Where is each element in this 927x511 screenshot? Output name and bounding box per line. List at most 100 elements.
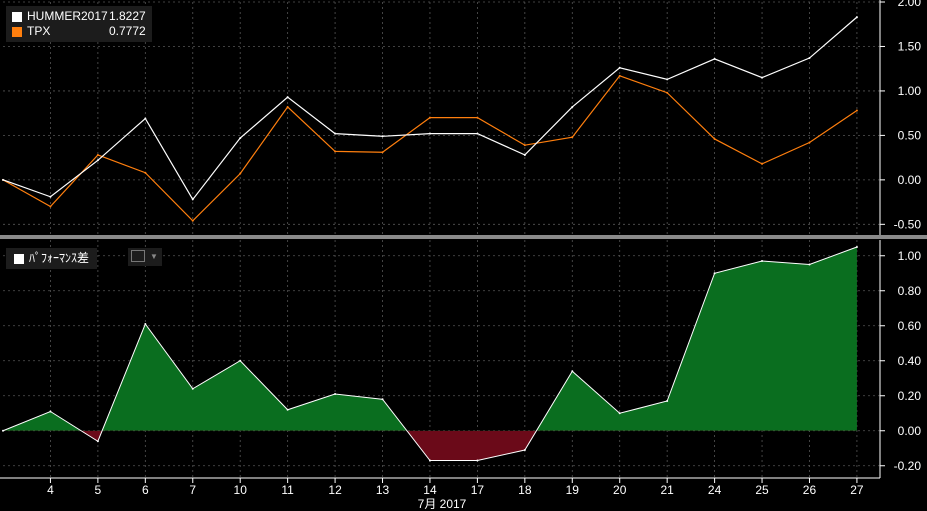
data-point-tpx xyxy=(144,171,147,174)
data-point-tpx xyxy=(761,162,764,165)
data-point-tpx xyxy=(855,109,858,112)
data-point-hummer2017 xyxy=(334,132,337,135)
legend-value-hummer2017: 1.8227 xyxy=(109,9,146,23)
data-point-tpx xyxy=(713,137,716,140)
x-tick-label: 17 xyxy=(471,483,485,497)
x-tick-label: 27 xyxy=(850,483,864,497)
legend-item-hummer2017[interactable]: HUMMER2017 1.8227 xyxy=(12,9,146,24)
y-tick-label-bottom: 0.40 xyxy=(898,354,922,368)
y-tick-label-top: 0.50 xyxy=(898,128,922,142)
x-tick-label: 21 xyxy=(660,483,674,497)
data-point-hummer2017 xyxy=(191,198,194,201)
data-point-hummer2017 xyxy=(523,153,526,156)
data-point-hummer2017 xyxy=(286,96,289,99)
top-legend: HUMMER2017 1.8227 TPX 0.7772 xyxy=(6,6,152,42)
y-tick-label-bottom: 0.60 xyxy=(898,319,922,333)
y-tick-label-bottom: -0.20 xyxy=(894,459,922,473)
data-point-performance-diff xyxy=(191,387,194,390)
panel-separator xyxy=(0,235,927,239)
data-point-hummer2017 xyxy=(761,76,764,79)
data-point-tpx xyxy=(428,116,431,119)
data-point-tpx xyxy=(49,205,52,208)
data-point-tpx xyxy=(239,172,242,175)
data-point-tpx xyxy=(381,151,384,154)
data-point-performance-diff xyxy=(381,398,384,401)
x-tick-label: 19 xyxy=(566,483,580,497)
data-point-hummer2017 xyxy=(144,117,147,120)
data-point-performance-diff xyxy=(523,449,526,451)
legend-swatch-hummer2017 xyxy=(12,11,22,22)
x-tick-label: 18 xyxy=(518,483,532,497)
legend-value-tpx: 0.7772 xyxy=(109,24,146,38)
x-tick-label: 4 xyxy=(47,483,54,497)
data-point-performance-diff xyxy=(476,459,479,462)
data-point-performance-diff xyxy=(808,263,811,266)
data-point-hummer2017 xyxy=(808,57,811,60)
legend-label-hummer2017: HUMMER2017 xyxy=(27,9,108,23)
data-point-hummer2017 xyxy=(49,195,52,198)
bottom-legend: ﾊﾟﾌｫｰﾏﾝｽ差 xyxy=(6,248,98,269)
x-tick-label: 10 xyxy=(234,483,248,497)
data-point-tpx xyxy=(523,144,526,147)
y-tick-label-bottom: 0.20 xyxy=(898,389,922,403)
x-tick-label: 26 xyxy=(803,483,817,497)
data-point-hummer2017 xyxy=(713,57,716,60)
data-point-performance-diff xyxy=(286,408,289,411)
data-point-tpx xyxy=(334,150,337,153)
data-point-hummer2017 xyxy=(428,132,431,135)
data-point-hummer2017 xyxy=(96,159,99,162)
data-point-performance-diff xyxy=(713,272,716,275)
data-point-hummer2017 xyxy=(381,135,384,138)
x-tick-label: 14 xyxy=(423,483,437,497)
data-point-performance-diff xyxy=(96,440,99,443)
x-axis-label: 7月 2017 xyxy=(418,497,467,511)
data-point-performance-diff xyxy=(855,246,858,248)
line-chart-icon xyxy=(131,250,145,262)
data-point-performance-diff xyxy=(239,359,242,362)
data-point-tpx xyxy=(808,141,811,144)
x-tick-label: 13 xyxy=(376,483,390,497)
y-tick-label-bottom: 1.00 xyxy=(898,249,922,263)
data-point-hummer2017 xyxy=(571,105,574,108)
y-tick-label-top: 1.50 xyxy=(898,39,922,53)
data-point-tpx xyxy=(476,116,479,119)
data-point-performance-diff xyxy=(49,410,52,413)
data-point-performance-diff xyxy=(2,429,4,432)
data-point-performance-diff xyxy=(144,323,147,325)
data-point-tpx xyxy=(571,136,574,139)
y-tick-label-top: -0.50 xyxy=(894,217,922,231)
x-tick-label: 5 xyxy=(95,483,102,497)
data-point-hummer2017 xyxy=(666,78,669,81)
x-tick-label: 11 xyxy=(281,483,294,497)
data-point-hummer2017 xyxy=(618,66,621,69)
x-tick-label: 12 xyxy=(328,483,342,497)
x-tick-label: 25 xyxy=(755,483,769,497)
legend-item-performance-diff[interactable]: ﾊﾟﾌｫｰﾏﾝｽ差 xyxy=(14,251,89,266)
data-point-tpx xyxy=(286,105,289,108)
data-point-performance-diff xyxy=(428,459,431,462)
data-point-performance-diff xyxy=(666,400,669,402)
data-point-hummer2017 xyxy=(239,137,242,140)
data-point-performance-diff xyxy=(761,260,764,262)
x-tick-label: 24 xyxy=(708,483,722,497)
y-tick-label-top: 0.00 xyxy=(898,173,922,187)
chevron-down-icon: ▼ xyxy=(150,252,158,261)
legend-label-performance-diff: ﾊﾟﾌｫｰﾏﾝｽ差 xyxy=(29,251,90,265)
legend-item-tpx[interactable]: TPX 0.7772 xyxy=(12,24,146,39)
data-point-tpx xyxy=(96,153,99,156)
data-point-hummer2017 xyxy=(476,132,479,135)
data-point-hummer2017 xyxy=(2,178,4,181)
legend-swatch-performance-diff xyxy=(14,253,24,264)
legend-swatch-tpx xyxy=(12,26,22,37)
chart-type-dropdown[interactable]: ▼ xyxy=(128,248,162,266)
data-point-tpx xyxy=(666,91,669,94)
x-tick-label: 7 xyxy=(189,483,196,497)
data-point-hummer2017 xyxy=(855,16,858,19)
area-negative-fill xyxy=(3,430,857,461)
data-point-performance-diff xyxy=(571,370,574,373)
data-point-tpx xyxy=(618,74,621,77)
data-point-performance-diff xyxy=(618,412,621,415)
area-positive-fill xyxy=(3,247,857,431)
